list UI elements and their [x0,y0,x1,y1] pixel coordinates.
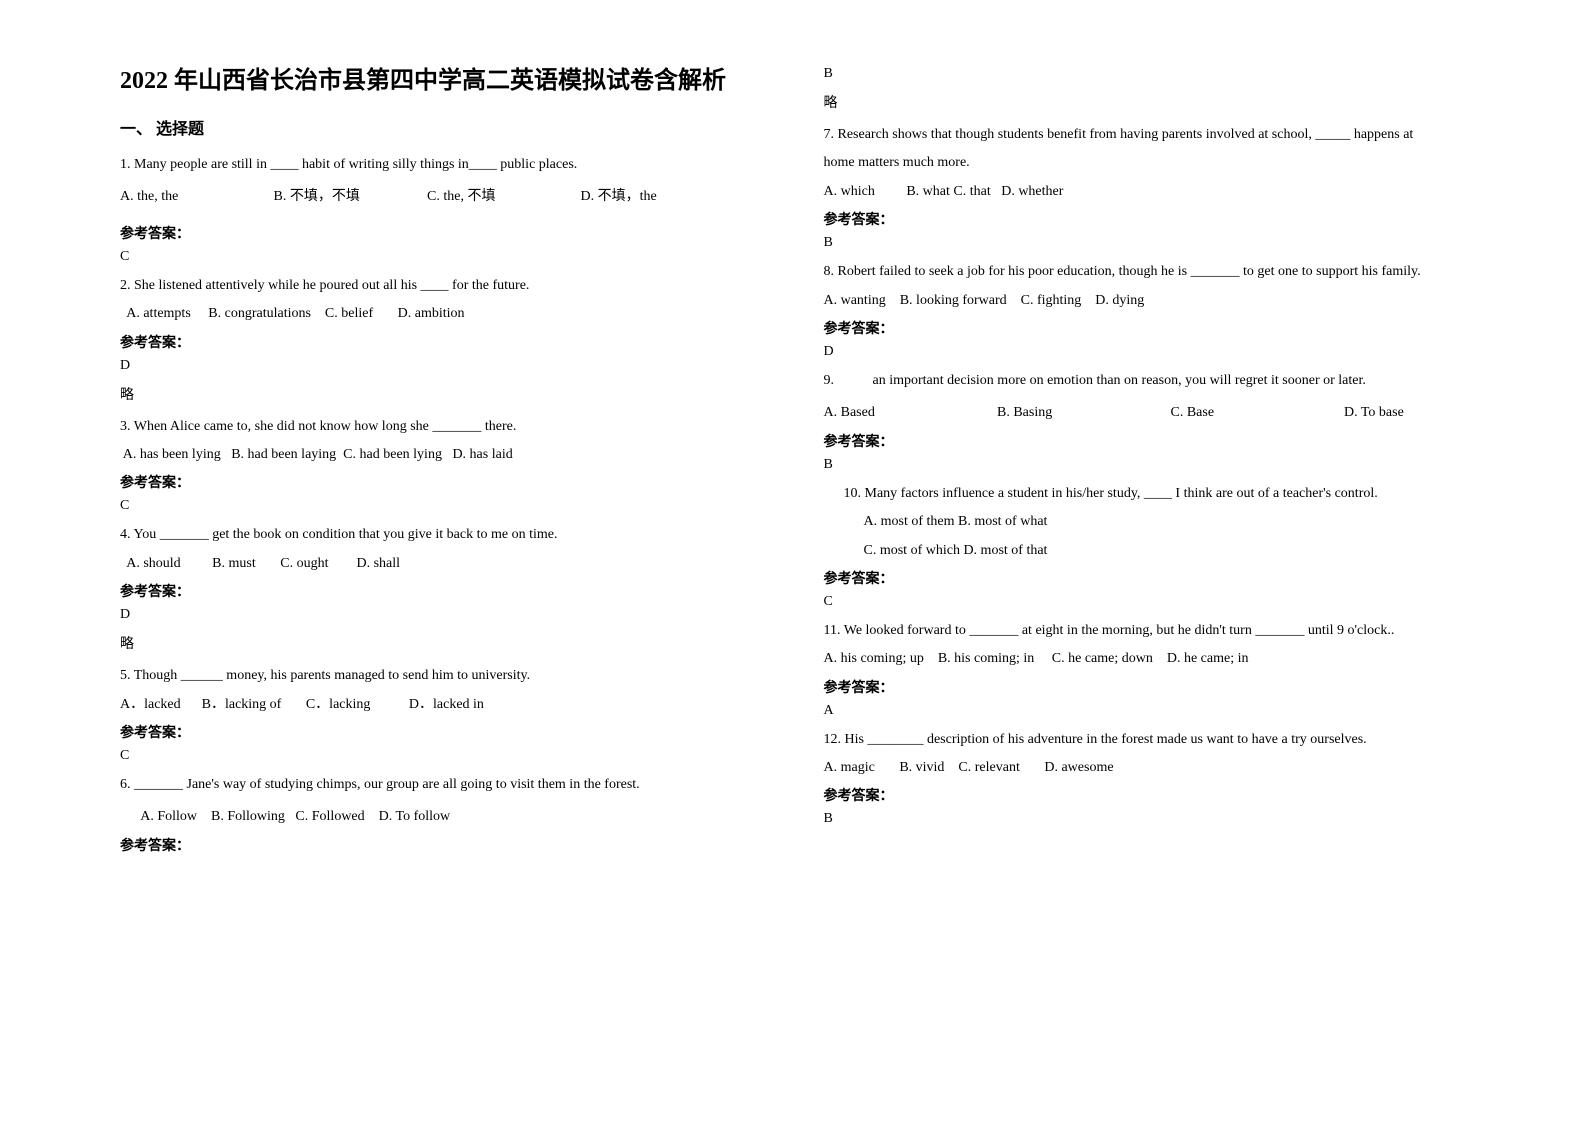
q9-options: A. Based B. Basing C. Base D. To base [824,402,1488,424]
q11-options: A. his coming; up B. his coming; in C. h… [824,648,1488,670]
q4-note: 略 [120,633,784,653]
q10-ans-label: 参考答案： [824,568,1488,588]
q6-note: 略 [824,92,1488,112]
q8-ans-label: 参考答案： [824,318,1488,338]
q11-ans-label: 参考答案： [824,677,1488,697]
q12-options: A. magic B. vivid C. relevant D. awesome [824,757,1488,779]
question-7: 7. Research shows that though students b… [824,124,1488,251]
q11-text: 11. We looked forward to _______ at eigh… [824,620,1488,642]
question-9: 9. an important decision more on emotion… [824,370,1488,473]
q3-options: A. has been lying B. had been laying C. … [120,444,784,466]
q2-options: A. attempts B. congratulations C. belief… [120,303,784,325]
question-1: 1. Many people are still in ____ habit o… [120,154,784,265]
q2-note: 略 [120,384,784,404]
q8-text: 8. Robert failed to seek a job for his p… [824,261,1488,283]
q7-text2: home matters much more. [824,152,1488,174]
q8-answer: D [824,344,1488,360]
left-column: 2022 年山西省长治市县第四中学高二英语模拟试卷含解析 一、 选择题 1. M… [100,60,804,1082]
q12-answer: B [824,811,1488,827]
q7-text1: 7. Research shows that though students b… [824,124,1488,146]
q4-options: A. should B. must C. ought D. shall [120,553,784,575]
q10-answer: C [824,594,1488,610]
q5-answer: C [120,748,784,764]
q6-ans-label: 参考答案： [120,835,784,855]
q4-answer: D [120,607,784,623]
q4-text: 4. You _______ get the book on condition… [120,524,784,546]
q1-ans-label: 参考答案： [120,223,784,243]
q9-opt-b: B. Basing [997,402,1167,424]
question-3: 3. When Alice came to, she did not know … [120,416,784,515]
q9-opt-a: A. Based [824,402,994,424]
exam-title: 2022 年山西省长治市县第四中学高二英语模拟试卷含解析 [120,60,784,95]
q1-answer: C [120,249,784,265]
q11-answer: A [824,703,1488,719]
q9-opt-c: C. Base [1171,402,1341,424]
q2-answer: D [120,358,784,374]
q10-text: 10. Many factors influence a student in … [844,483,1488,505]
q1-options: A. the, the B. 不填，不填 C. the, 不填 D. 不填，th… [120,186,784,208]
q9-answer: B [824,457,1488,473]
q9-opt-d: D. To base [1344,402,1404,424]
q7-options: A. which B. what C. that D. whether [824,181,1488,203]
q7-answer: B [824,235,1488,251]
question-6: 6. _______ Jane's way of studying chimps… [120,774,784,855]
q1-text: 1. Many people are still in ____ habit o… [120,154,784,176]
q6-text: 6. _______ Jane's way of studying chimps… [120,774,784,796]
section-heading: 一、 选择题 [120,115,784,139]
question-10: 10. Many factors influence a student in … [824,483,1488,610]
question-11: 11. We looked forward to _______ at eigh… [824,620,1488,719]
q1-opt-d: D. 不填，the [581,186,657,208]
q6-answer: B [824,66,1488,82]
q1-opt-a: A. the, the [120,186,270,208]
q5-options: A．lacked B．lacking of C．lacking D．lacked… [120,694,784,716]
q5-ans-label: 参考答案： [120,722,784,742]
q7-ans-label: 参考答案： [824,209,1488,229]
q12-text: 12. His ________ description of his adve… [824,729,1488,751]
q9-ans-label: 参考答案： [824,431,1488,451]
q4-ans-label: 参考答案： [120,581,784,601]
q8-options: A. wanting B. looking forward C. fightin… [824,290,1488,312]
q6-options: A. Follow B. Following C. Followed D. To… [120,806,784,828]
q1-opt-c: C. the, 不填 [427,186,577,208]
q3-text: 3. When Alice came to, she did not know … [120,416,784,438]
right-column: B 略 7. Research shows that though studen… [804,60,1508,1082]
q12-ans-label: 参考答案： [824,785,1488,805]
question-4: 4. You _______ get the book on condition… [120,524,784,653]
question-8: 8. Robert failed to seek a job for his p… [824,261,1488,360]
question-2: 2. She listened attentively while he pou… [120,275,784,404]
question-5: 5. Though ______ money, his parents mana… [120,665,784,764]
question-12: 12. His ________ description of his adve… [824,729,1488,828]
q10-options-2: C. most of which D. most of that [864,540,1488,562]
q9-text: 9. an important decision more on emotion… [824,370,1488,392]
exam-page: 2022 年山西省长治市县第四中学高二英语模拟试卷含解析 一、 选择题 1. M… [0,0,1587,1122]
q2-text: 2. She listened attentively while he pou… [120,275,784,297]
q5-text: 5. Though ______ money, his parents mana… [120,665,784,687]
q3-ans-label: 参考答案： [120,472,784,492]
q2-ans-label: 参考答案： [120,332,784,352]
q1-opt-b: B. 不填，不填 [274,186,424,208]
q3-answer: C [120,498,784,514]
q10-options-1: A. most of them B. most of what [864,511,1488,533]
